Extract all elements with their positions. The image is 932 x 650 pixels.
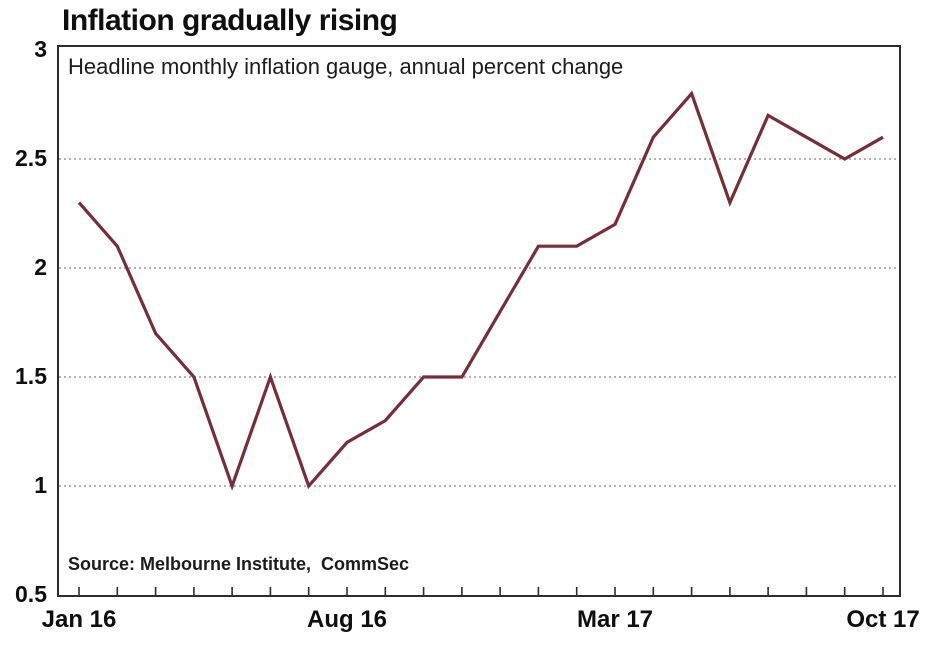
chart-title: Inflation gradually rising	[62, 4, 398, 37]
plot-area: Headline monthly inflation gauge, annual…	[57, 45, 901, 597]
y-axis-label: 2.5	[15, 145, 47, 172]
line-chart-svg	[59, 90, 899, 595]
x-axis-label: Mar 17	[576, 606, 654, 633]
y-axis-label: 2	[34, 254, 47, 281]
y-axis-label: 1	[34, 472, 47, 499]
x-axis-label: Oct 17	[846, 606, 920, 633]
y-axis-label: 1.5	[15, 363, 47, 390]
source-note: Source: Melbourne Institute, CommSec	[68, 554, 410, 574]
inflation-line-series	[77, 90, 884, 491]
x-axis-label: Jan 16	[41, 606, 117, 633]
y-axis-label: 3	[34, 36, 47, 63]
x-axis-label: Aug 16	[306, 606, 388, 633]
y-axis-label: 0.5	[15, 581, 47, 608]
chart-subtitle: Headline monthly inflation gauge, annual…	[68, 54, 624, 79]
